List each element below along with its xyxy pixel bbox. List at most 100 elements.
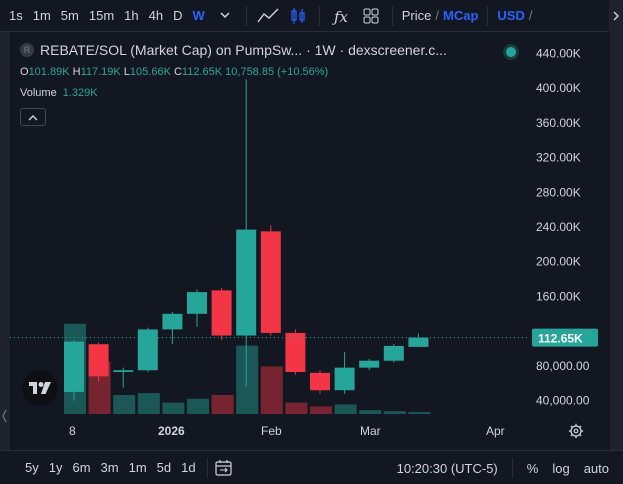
candle-body[interactable] xyxy=(285,332,306,372)
currency-slash: / xyxy=(528,8,533,23)
timeframe-1s[interactable]: 1s xyxy=(9,7,23,23)
line-chart-icon[interactable] xyxy=(253,0,283,32)
timeframe-1h[interactable]: 1h xyxy=(124,7,139,23)
candle-body[interactable] xyxy=(236,229,257,336)
price-tick-label: 40,000.00 xyxy=(536,394,590,408)
legend-collapse-button[interactable] xyxy=(20,108,46,126)
open-value: 101.89K xyxy=(28,66,70,78)
time-label-apr: Apr xyxy=(486,424,505,438)
toolbar-divider xyxy=(245,5,247,26)
candle-body[interactable] xyxy=(88,344,109,377)
time-axis[interactable]: 8 2026 Feb Mar Apr xyxy=(10,418,610,444)
price-axis[interactable]: 440.00K 400.00K 360.00K 320.00K 280.00K 240.0… xyxy=(530,36,610,418)
candle-body[interactable] xyxy=(64,341,84,392)
volume-legend: Volume 1.329K xyxy=(20,87,98,99)
volume-bar xyxy=(113,395,136,414)
volume-bar xyxy=(162,402,185,414)
last-price-badge xyxy=(532,328,598,347)
range-5d[interactable]: 5d xyxy=(156,460,172,475)
time-label-feb: Feb xyxy=(261,424,282,438)
volume-bar xyxy=(285,402,308,414)
volume-label: Volume xyxy=(20,87,57,99)
chart-legend: R REBATE/SOL (Market Cap) on PumpSw... ·… xyxy=(20,42,447,58)
candle-body[interactable] xyxy=(359,360,380,368)
volume-bar xyxy=(260,366,283,414)
timeframe-4h[interactable]: 4h xyxy=(148,7,164,23)
scroll-right-icon[interactable] xyxy=(609,0,623,32)
range-1y[interactable]: 1y xyxy=(48,460,63,475)
bottom-divider xyxy=(511,458,513,478)
low-value: 105.66K xyxy=(129,66,171,78)
settings-gear-icon[interactable] xyxy=(568,423,584,444)
candlestick-chart[interactable] xyxy=(10,36,530,418)
timeframe-d[interactable]: D xyxy=(173,7,183,23)
volume-bar xyxy=(236,345,259,414)
timeframe-1m[interactable]: 1m xyxy=(32,7,51,23)
price-tick-label: 360.00K xyxy=(536,116,581,130)
timeframe-5m[interactable]: 5m xyxy=(60,7,79,23)
range-5y[interactable]: 5y xyxy=(25,460,39,475)
price-tick-label: 200.00K xyxy=(536,255,581,269)
range-list: 5y 1y 6m 3m 1m 5d 1d xyxy=(20,460,201,475)
price-toggle[interactable]: Price xyxy=(401,8,432,23)
percent-toggle[interactable]: % xyxy=(526,460,539,476)
volume-bar xyxy=(359,410,382,414)
toolbar-divider xyxy=(487,5,489,26)
candle-body[interactable] xyxy=(334,367,355,391)
bottom-toolbar: 5y 1y 6m 3m 1m 5d 1d 10:20:30 (UTC-5) % log au… xyxy=(0,450,623,484)
tradingview-logo[interactable] xyxy=(22,370,58,406)
layout-grid-icon[interactable] xyxy=(356,0,386,32)
candle-body[interactable] xyxy=(211,290,232,336)
timeframe-w[interactable]: W xyxy=(192,7,205,23)
tv-logo-icon xyxy=(29,382,51,394)
currency-usd-toggle[interactable]: USD xyxy=(497,8,525,23)
low-label: L xyxy=(123,66,130,78)
range-1d[interactable]: 1d xyxy=(181,460,196,475)
timeframe-15m[interactable]: 15m xyxy=(88,7,115,23)
volume-bar xyxy=(310,406,332,414)
change-value: 10,758.85 (+10.56%) xyxy=(225,66,329,78)
chevron-down-icon[interactable] xyxy=(210,0,240,32)
candle-body[interactable] xyxy=(113,370,134,372)
candle-body[interactable] xyxy=(408,337,429,347)
price-axis-scale: 440.00K 400.00K 360.00K 320.00K 280.00K 240.0… xyxy=(532,46,598,408)
time-label-mar: Mar xyxy=(360,424,381,438)
date-range-calendar-icon[interactable] xyxy=(214,459,234,477)
candle-body[interactable] xyxy=(187,292,207,314)
toolbar-divider xyxy=(206,457,208,478)
price-tick-label: 440.00K xyxy=(536,46,581,60)
mcap-toggle[interactable]: MCap xyxy=(443,8,479,23)
top-toolbar: 1s 1m 5m 15m 1h 4h D W ƒx Price / MCap USD / xyxy=(0,0,623,32)
price-tick-label: 400.00K xyxy=(536,81,581,95)
price-tick-label: 80,000.00 xyxy=(536,359,590,373)
range-3m[interactable]: 3m xyxy=(100,460,119,475)
right-panel-edge xyxy=(610,32,623,484)
price-tick-label: 320.00K xyxy=(536,151,581,165)
chart-pane[interactable] xyxy=(10,36,530,418)
candle-body[interactable] xyxy=(137,329,158,371)
price-tick-label: 280.00K xyxy=(536,185,581,199)
time-label-2026: 2026 xyxy=(158,424,185,438)
volume-bar xyxy=(211,395,234,414)
log-toggle[interactable]: log xyxy=(552,460,570,476)
open-label: O xyxy=(20,66,29,78)
price-mcap-slash: / xyxy=(435,8,440,23)
candles-icon[interactable] xyxy=(283,0,313,32)
range-1m[interactable]: 1m xyxy=(128,460,147,475)
collapse-left-icon[interactable] xyxy=(0,32,10,484)
auto-toggle[interactable]: auto xyxy=(583,460,609,476)
symbol-title[interactable]: REBATE/SOL (Market Cap) on PumpSw... · 1… xyxy=(40,42,447,58)
close-label: C xyxy=(173,66,182,78)
timeframe-list: 1s 1m 5m 15m 1h 4h D W xyxy=(4,0,210,32)
candle-body[interactable] xyxy=(383,345,404,361)
volume-bar xyxy=(383,411,406,414)
chevron-up-icon xyxy=(28,114,38,120)
candle-body[interactable] xyxy=(162,313,183,330)
candle-body[interactable] xyxy=(310,372,330,391)
indicators-fx-icon[interactable]: ƒx xyxy=(326,0,356,32)
range-6m[interactable]: 6m xyxy=(72,460,91,475)
toolbar-divider xyxy=(318,5,320,26)
clock-timezone[interactable]: 10:20:30 (UTC-5) xyxy=(396,460,498,476)
candle-body[interactable] xyxy=(260,231,281,333)
volume-bar xyxy=(187,398,209,414)
